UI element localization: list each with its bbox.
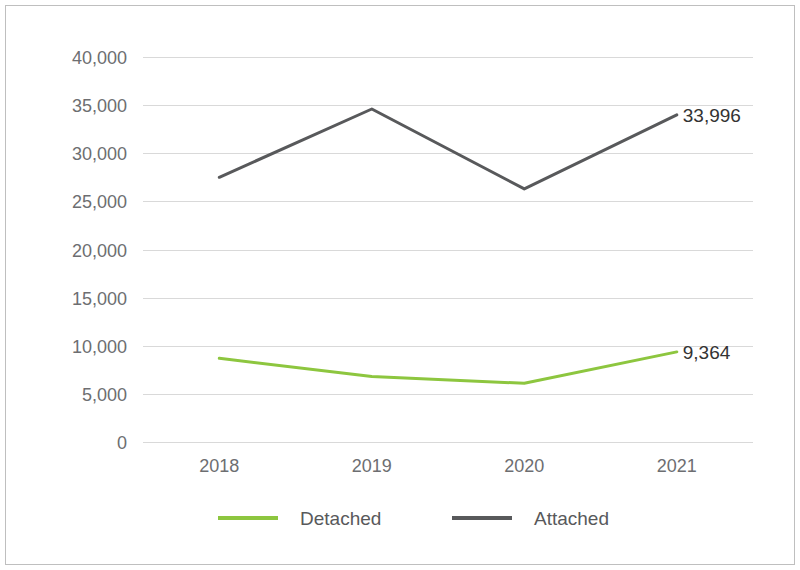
frame xyxy=(6,6,795,565)
series-line xyxy=(219,109,677,189)
x-tick-label: 2018 xyxy=(199,456,239,476)
data-label: 9,364 xyxy=(683,342,731,363)
legend-swatch xyxy=(452,516,512,520)
legend: Detached Attached xyxy=(218,508,609,529)
x-tick-label: 2021 xyxy=(657,456,697,476)
x-tick-label: 2019 xyxy=(352,456,392,476)
grid-line xyxy=(143,298,753,299)
grid-line xyxy=(143,346,753,347)
y-tick-label: 20,000 xyxy=(72,241,127,261)
y-tick-label: 40,000 xyxy=(72,48,127,68)
grid-line xyxy=(143,394,753,395)
y-tick-label: 25,000 xyxy=(72,192,127,212)
y-tick-label: 35,000 xyxy=(72,96,127,116)
chart: 0 5,000 10,000 15,000 20,000 25,000 30,000 35,0… xyxy=(0,0,800,570)
y-tick-label: 5,000 xyxy=(82,385,127,405)
legend-swatch xyxy=(218,516,278,520)
chart-root: 0 5,000 10,000 15,000 20,000 25,000 30,000 35,0… xyxy=(0,0,800,570)
grid-line xyxy=(143,442,753,443)
grid-line xyxy=(143,57,753,58)
grid xyxy=(143,58,753,443)
grid-line xyxy=(143,201,753,202)
grid-line xyxy=(143,153,753,154)
legend-label: Attached xyxy=(534,508,609,529)
grid-line xyxy=(143,105,753,106)
data-label: 33,996 xyxy=(683,105,741,126)
grid-line xyxy=(143,250,753,251)
x-tick-label: 2020 xyxy=(504,456,544,476)
y-tick-label: 30,000 xyxy=(72,144,127,164)
y-tick-label: 15,000 xyxy=(72,289,127,309)
y-tick-label: 10,000 xyxy=(72,337,127,357)
legend-label: Detached xyxy=(300,508,381,529)
y-tick-label: 0 xyxy=(117,433,127,453)
series-line xyxy=(219,352,677,383)
series-group xyxy=(219,109,677,383)
